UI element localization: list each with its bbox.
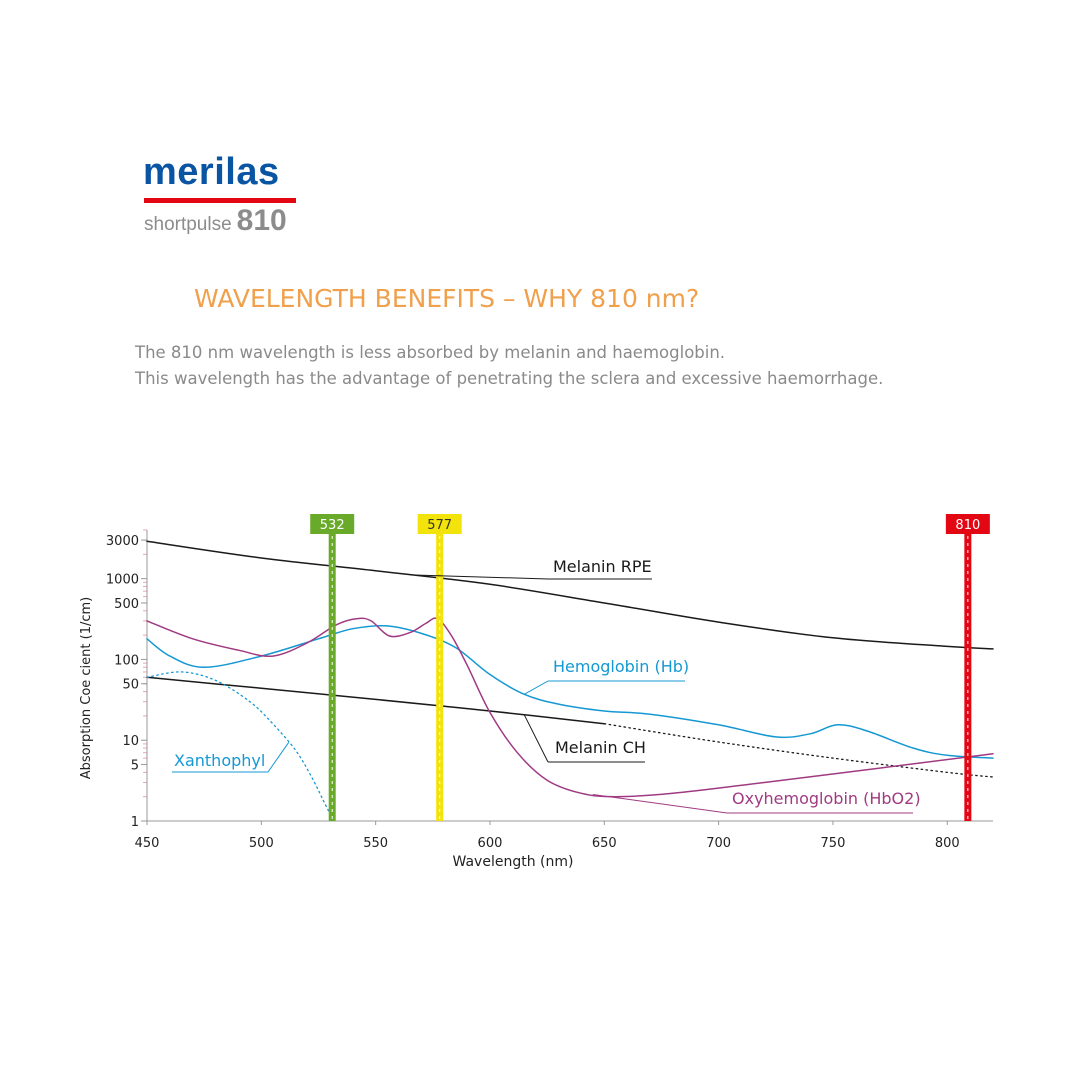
x-tick-label: 800 (935, 836, 960, 851)
x-tick-label: 700 (706, 836, 731, 851)
annotation-label: Xanthophyl (174, 751, 265, 770)
annotation-leader (524, 680, 549, 695)
annotation-oxyhemoglobin-hbo2: Oxyhemoglobin (HbO2) (592, 789, 921, 814)
x-axis-label: Wavelength (nm) (453, 854, 574, 870)
annotation-label: Hemoglobin (Hb) (553, 657, 689, 676)
chart-series (146, 540, 994, 819)
annotation-melanin-rpe: Melanin RPE (409, 557, 652, 580)
series-annotations: Melanin RPE Hemoglobin (Hb) Melanin CH Xant… (172, 557, 921, 814)
annotation-leader (523, 714, 549, 763)
annotation-leader (592, 793, 728, 814)
marker-label-box (945, 514, 990, 534)
y-tick-label: 1 (131, 815, 139, 830)
x-tick-label: 650 (592, 836, 617, 851)
annotation-hemoglobin-hb: Hemoglobin (Hb) (524, 657, 689, 695)
y-tick-label: 5 (131, 759, 139, 774)
y-tick-label: 10 (122, 734, 139, 749)
marker-label-box (417, 514, 462, 534)
annotation-label: Melanin RPE (553, 557, 652, 576)
y-minor-ticks (143, 529, 147, 798)
brand-logo-wordmark: merilas (143, 151, 280, 193)
series-line-oxyhemoglobin-hbo2 (146, 617, 994, 798)
y-tick-label: 1000 (106, 573, 139, 588)
product-name-light: shortpulse (144, 214, 232, 235)
annotation-label: Oxyhemoglobin (HbO2) (732, 789, 921, 808)
intro-text: The 810 nm wavelength is less absorbed b… (135, 340, 883, 392)
brand-product-name: shortpulse 810 (144, 204, 287, 243)
series-line-melanin-ch (146, 676, 606, 725)
y-tick-label: 50 (122, 678, 139, 693)
series-line-xanthophyl (146, 671, 333, 819)
series-line-hemoglobin-hb (146, 624, 994, 759)
marker-label: 577 (427, 518, 452, 533)
x-tick-label: 550 (363, 836, 388, 851)
x-tick-label: 500 (249, 836, 274, 851)
y-axis-ticks: 1 5 10 50 100 500 1000 3000 (106, 534, 147, 830)
annotation-xanthophyl: Xanthophyl (172, 742, 290, 773)
marker-label: 532 (320, 518, 345, 533)
page-title: WAVELENGTH BENEFITS – WHY 810 nm? (194, 284, 700, 313)
y-axis-label: Absorption Coe cient (1/cm) (79, 597, 94, 780)
x-tick-label: 450 (135, 836, 160, 851)
marker-810nm: 810 (945, 514, 990, 821)
marker-577nm: 577 (417, 514, 462, 821)
marker-532nm: 532 (310, 514, 355, 821)
annotation-leader (409, 574, 549, 580)
x-axis-ticks: 450 500 550 600 650 700 750 800 (135, 821, 960, 851)
annotation-leader (267, 742, 290, 773)
product-name-bold: 810 (236, 204, 287, 237)
intro-line-1: The 810 nm wavelength is less absorbed b… (135, 343, 726, 362)
y-tick-label: 100 (114, 653, 139, 668)
x-tick-label: 750 (821, 836, 846, 851)
y-tick-label: 3000 (106, 534, 139, 549)
brand-logo-underline (144, 198, 296, 203)
series-line-melanin-ch-extrapolated (603, 723, 994, 778)
marker-label-box (310, 514, 355, 534)
marker-label: 810 (955, 518, 980, 533)
x-tick-label: 600 (478, 836, 503, 851)
series-line-melanin-rpe (146, 540, 994, 650)
y-tick-label: 500 (114, 597, 139, 612)
intro-line-2: This wavelength has the advantage of pen… (135, 369, 884, 388)
annotation-label: Melanin CH (555, 738, 646, 757)
annotation-melanin-ch: Melanin CH (523, 714, 646, 763)
wavelength-markers: 532 577 810 (310, 514, 990, 821)
